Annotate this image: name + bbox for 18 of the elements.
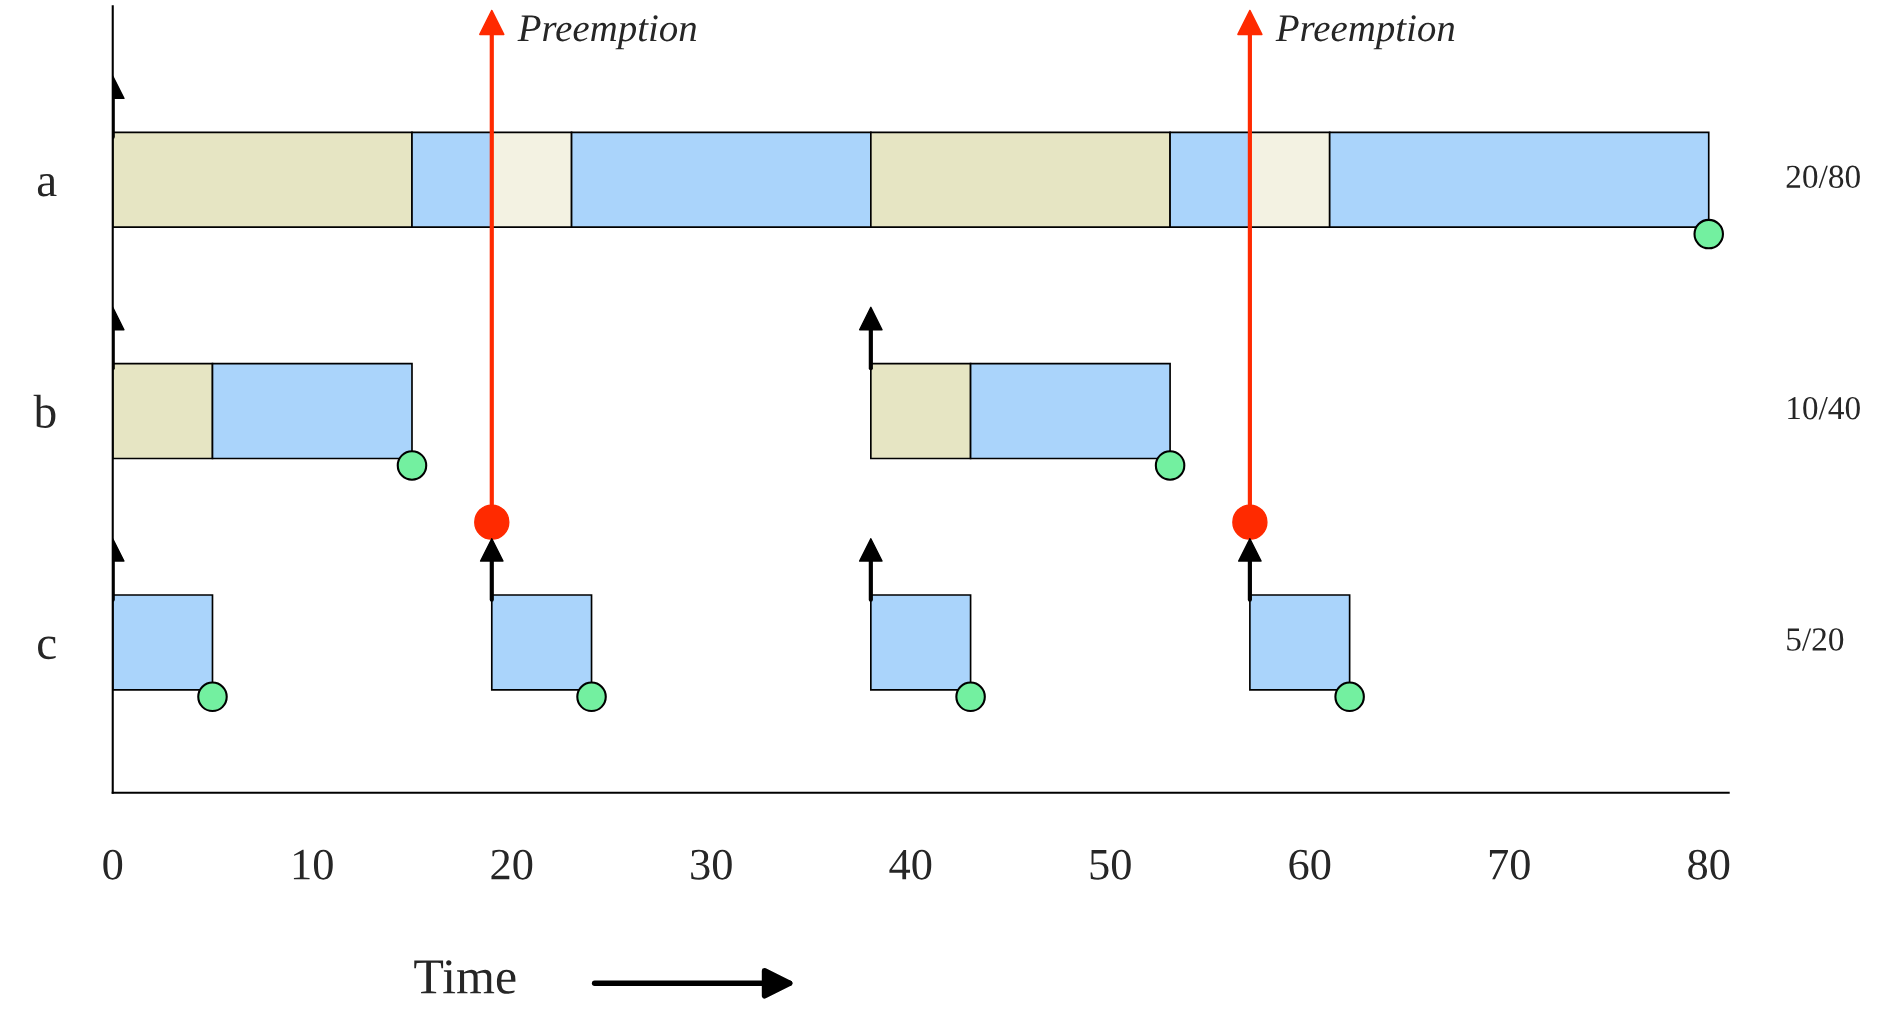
x-tick-label: 50 — [1090, 849, 1131, 880]
text: 5/20 — [1787, 628, 1844, 651]
x-tick-label: 10 — [293, 849, 333, 880]
y-tick-label: c — [38, 636, 56, 660]
x-tick-label: 80 — [1688, 849, 1730, 880]
x-tick-label: 70 — [1489, 849, 1530, 880]
ref-line-label: Preemption — [1275, 15, 1455, 50]
text: 20/80 — [1786, 165, 1860, 189]
x-tick-label: 20 — [491, 849, 533, 880]
x-axis-title: Time — [414, 960, 516, 994]
y-tick-label: b — [33, 394, 56, 428]
y-tick-label: a — [37, 173, 57, 197]
ref-line-label: Preemption — [517, 15, 697, 50]
x-tick-label: 0 — [103, 849, 123, 880]
text: 10/40 — [1788, 396, 1860, 420]
x-tick-label: 40 — [889, 849, 932, 880]
x-tick-label: 60 — [1289, 849, 1331, 880]
x-tick-label: 30 — [691, 849, 732, 880]
